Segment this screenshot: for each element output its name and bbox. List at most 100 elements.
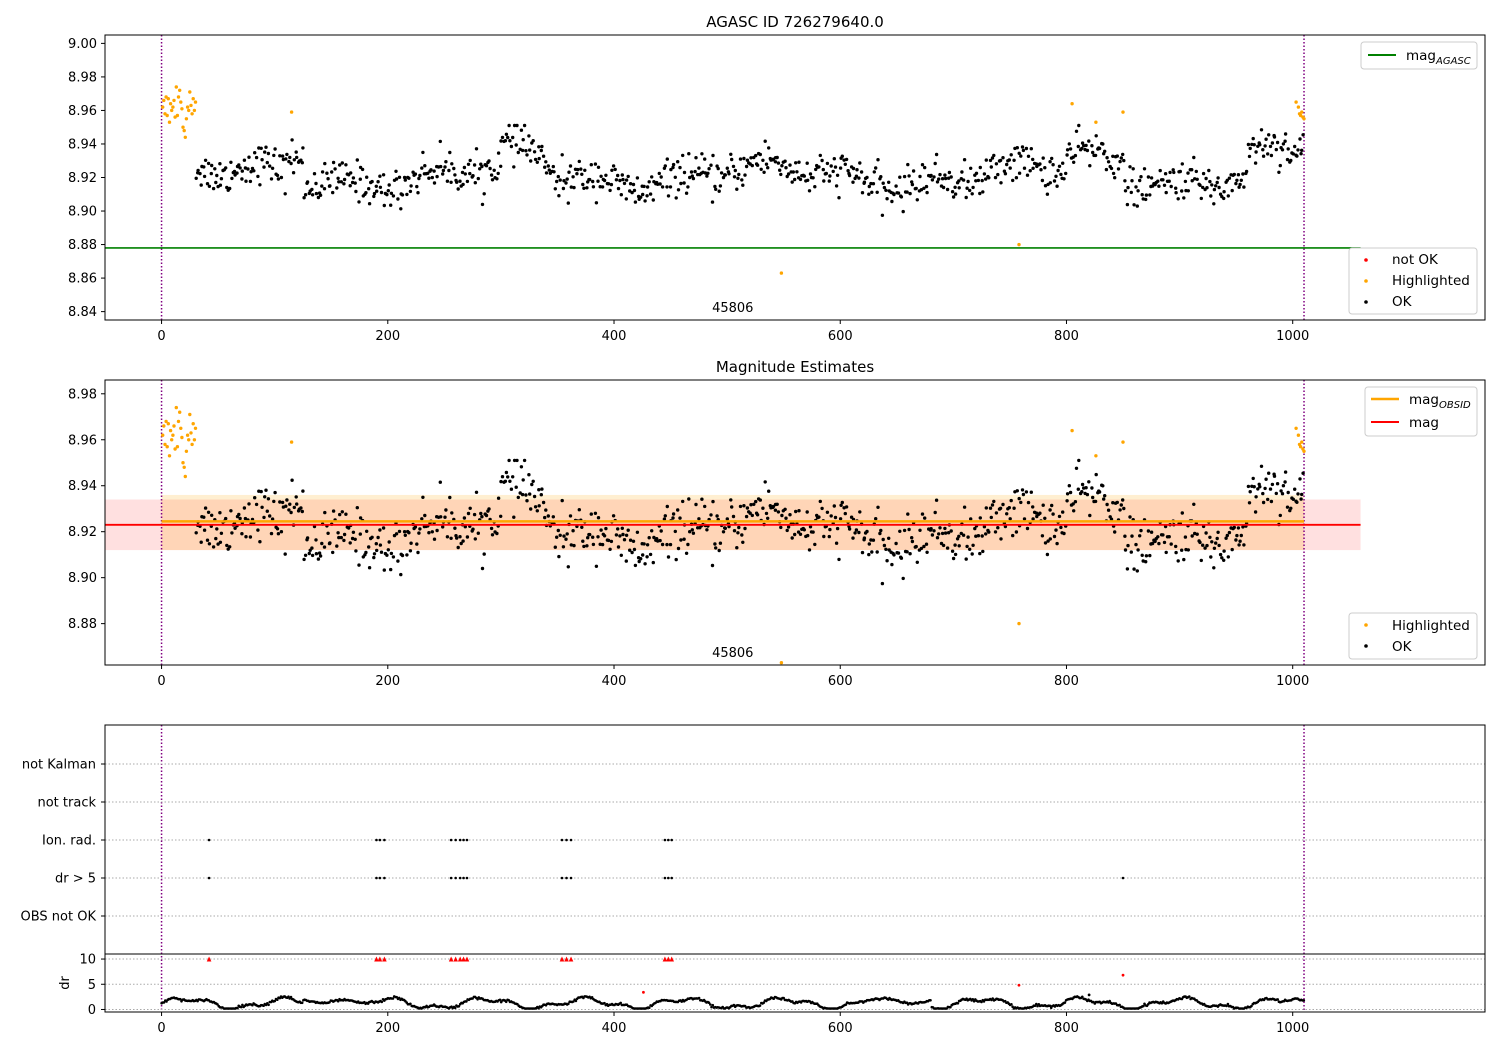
data-point [1214, 184, 1218, 188]
data-point [1076, 487, 1081, 491]
data-point [453, 173, 457, 177]
data-point [1140, 193, 1144, 197]
data-point [344, 163, 348, 167]
x-tick-label: 800 [1054, 329, 1079, 344]
data-point [482, 192, 486, 196]
data-point [1054, 174, 1058, 178]
data-point [950, 190, 955, 194]
data-point [630, 190, 634, 195]
data-point [175, 113, 180, 118]
flag-point [569, 838, 573, 842]
data-point [867, 192, 871, 196]
data-point [372, 555, 376, 560]
data-point [266, 151, 271, 156]
data-point [338, 163, 342, 167]
data-point [1109, 166, 1114, 171]
data-point [840, 500, 844, 505]
panel2-obsid-label: 45806 [712, 646, 753, 661]
data-point [1278, 513, 1283, 518]
data-point [246, 167, 250, 171]
data-point [331, 550, 335, 555]
data-point [205, 182, 210, 186]
data-point [521, 138, 525, 142]
data-point [500, 475, 505, 479]
data-point [555, 535, 559, 539]
data-point [1294, 100, 1298, 104]
data-point [949, 175, 953, 179]
data-point [1091, 495, 1095, 500]
dr-point [949, 1005, 952, 1009]
data-point [1101, 484, 1105, 488]
x-tick-label: 1000 [1276, 1021, 1309, 1036]
data-point [302, 557, 306, 562]
data-point [521, 478, 525, 482]
data-point [901, 576, 905, 581]
data-point [691, 176, 696, 181]
data-point [1234, 181, 1238, 186]
data-point [450, 511, 454, 515]
data-point [1172, 170, 1176, 175]
data-point [899, 556, 904, 560]
data-point [645, 555, 649, 559]
data-point [807, 548, 812, 552]
data-point [203, 158, 208, 162]
legend-ok-marker [1364, 300, 1368, 304]
data-point [182, 128, 186, 133]
dr-point [1063, 1001, 1067, 1004]
data-point [268, 514, 272, 518]
data-point [541, 500, 546, 505]
data-point [365, 529, 369, 533]
data-point [480, 202, 485, 207]
data-point [402, 175, 407, 180]
data-point [285, 498, 289, 502]
data-point [934, 152, 939, 157]
data-point [512, 123, 517, 128]
data-point [721, 175, 726, 180]
data-point [1215, 180, 1219, 185]
data-point [862, 536, 867, 540]
data-point [253, 151, 257, 155]
data-point [242, 158, 247, 162]
data-point [295, 155, 299, 160]
data-point [492, 168, 496, 172]
data-point [616, 173, 620, 178]
data-point [1208, 179, 1212, 184]
data-point [364, 550, 368, 555]
data-point [178, 410, 182, 414]
data-point [335, 544, 339, 548]
data-point [604, 526, 608, 531]
data-point [797, 160, 801, 164]
data-point [348, 541, 352, 545]
data-point [242, 506, 247, 510]
data-point [780, 513, 784, 518]
data-point [1286, 490, 1290, 495]
data-point [1020, 145, 1025, 149]
data-point [1192, 155, 1196, 160]
data-point [1169, 184, 1173, 189]
data-point [1065, 499, 1069, 503]
data-point [462, 165, 467, 170]
data-point [1048, 537, 1053, 541]
data-point [1001, 502, 1005, 507]
data-point [566, 201, 570, 205]
data-point [1048, 160, 1052, 164]
flag-point [378, 876, 382, 880]
data-point [663, 164, 667, 168]
data-point [790, 536, 794, 540]
data-point [480, 164, 484, 169]
data-point [1194, 169, 1199, 174]
data-point [898, 529, 902, 533]
flag-point [458, 876, 462, 880]
data-point [1261, 500, 1266, 505]
data-point [378, 174, 382, 178]
data-point [1176, 197, 1180, 201]
data-point [448, 150, 452, 155]
data-point [1158, 168, 1162, 173]
data-point [1258, 143, 1262, 147]
dr-point [216, 1003, 219, 1006]
data-point [1020, 488, 1025, 492]
data-point [1300, 492, 1304, 497]
data-point [461, 539, 465, 543]
data-point [507, 123, 511, 128]
data-point [268, 164, 272, 168]
